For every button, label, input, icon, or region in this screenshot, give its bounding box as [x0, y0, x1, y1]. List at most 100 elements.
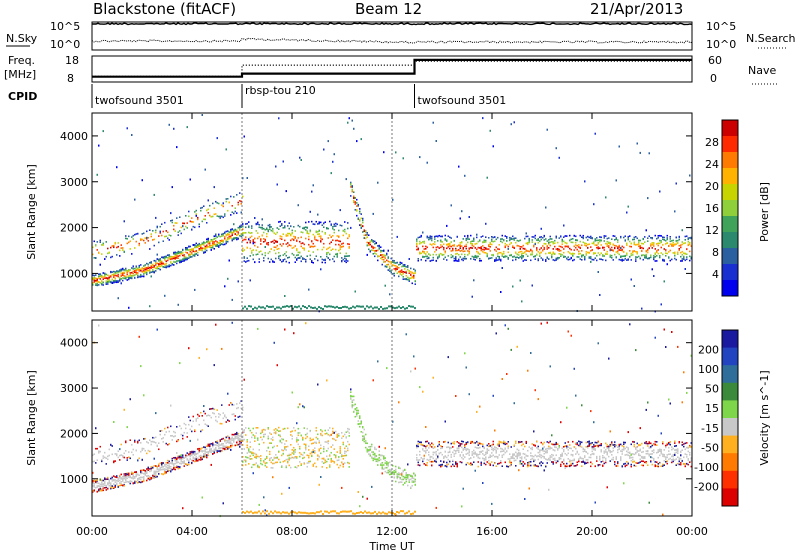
data-cell	[483, 240, 485, 243]
data-cell	[398, 476, 400, 478]
data-cell	[519, 239, 521, 242]
data-cell	[431, 244, 433, 246]
data-cell	[119, 484, 121, 487]
data-cell	[234, 233, 236, 235]
data-cell	[402, 478, 404, 481]
data-cell	[382, 307, 384, 310]
data-cell	[668, 245, 670, 247]
data-cell	[612, 235, 614, 237]
data-cell	[167, 254, 169, 256]
data-cell	[161, 429, 163, 432]
data-cell	[344, 452, 346, 454]
data-cell	[152, 440, 154, 443]
data-cell	[557, 258, 559, 260]
data-cell	[284, 226, 286, 229]
data-cell	[239, 437, 241, 440]
data-cell	[269, 250, 271, 253]
data-cell	[252, 254, 254, 256]
data-cell	[131, 134, 133, 136]
data-cell	[548, 252, 550, 254]
data-cell	[278, 251, 280, 254]
data-cell	[173, 127, 175, 130]
data-cell	[152, 269, 154, 271]
data-cell	[306, 232, 308, 235]
data-cell	[483, 239, 485, 242]
data-cell	[408, 474, 410, 477]
data-cell	[243, 232, 245, 234]
data-cell	[495, 250, 497, 252]
data-cell	[336, 451, 338, 453]
data-cell	[342, 435, 344, 438]
data-cell	[485, 236, 487, 238]
data-cell	[186, 227, 188, 229]
data-cell	[242, 406, 244, 409]
data-cell	[272, 228, 274, 230]
data-cell	[507, 245, 509, 248]
data-cell	[500, 238, 502, 240]
data-cell	[600, 252, 602, 254]
data-cell	[485, 247, 487, 249]
data-cell	[101, 490, 103, 492]
data-cell	[316, 307, 318, 310]
data-cell	[264, 238, 266, 241]
data-cell	[171, 256, 173, 258]
data-cell	[374, 458, 376, 460]
data-cell	[596, 237, 598, 239]
data-cell	[402, 264, 404, 266]
data-cell	[347, 447, 349, 450]
data-cell	[231, 232, 233, 235]
data-cell	[168, 257, 170, 260]
data-cell	[176, 462, 178, 464]
data-cell	[342, 258, 344, 261]
data-cell	[447, 255, 449, 257]
data-cell	[98, 450, 100, 452]
data-cell	[144, 272, 146, 274]
data-cell	[630, 254, 632, 257]
data-cell	[338, 229, 340, 232]
data-cell	[227, 441, 229, 444]
data-cell	[248, 457, 250, 459]
data-cell	[377, 460, 379, 463]
data-cell	[387, 256, 389, 258]
data-cell	[345, 261, 347, 264]
data-cell	[143, 438, 145, 440]
data-cell	[377, 249, 379, 252]
data-cell	[534, 234, 536, 237]
data-cell	[338, 456, 340, 458]
data-cell	[302, 439, 304, 441]
data-cell	[131, 267, 133, 269]
data-cell	[348, 443, 350, 446]
data-cell	[102, 457, 104, 459]
data-cell	[113, 461, 115, 464]
data-cell	[657, 244, 659, 247]
data-cell	[194, 226, 196, 229]
data-cell	[413, 275, 415, 278]
data-cell	[287, 242, 289, 244]
data-cell	[155, 475, 157, 477]
data-cell	[260, 436, 262, 439]
data-cell	[236, 212, 238, 214]
data-cell	[429, 456, 431, 458]
data-cell	[333, 431, 335, 434]
data-cell	[243, 238, 245, 241]
data-cell	[167, 426, 169, 429]
data-cell	[266, 462, 268, 464]
data-cell	[185, 256, 187, 258]
data-cell	[419, 450, 421, 453]
data-cell	[548, 258, 550, 260]
data-cell	[171, 459, 173, 462]
data-cell	[170, 261, 172, 264]
data-cell	[531, 241, 533, 243]
data-cell	[236, 407, 238, 410]
data-cell	[288, 232, 290, 235]
data-cell	[615, 256, 617, 258]
data-cell	[570, 248, 572, 251]
data-cell	[680, 260, 682, 262]
data-cell	[291, 229, 293, 232]
data-cell	[177, 467, 179, 470]
data-cell	[369, 445, 371, 448]
data-cell	[620, 236, 622, 239]
data-cell	[414, 367, 416, 370]
data-cell	[429, 460, 431, 463]
data-cell	[159, 225, 161, 228]
